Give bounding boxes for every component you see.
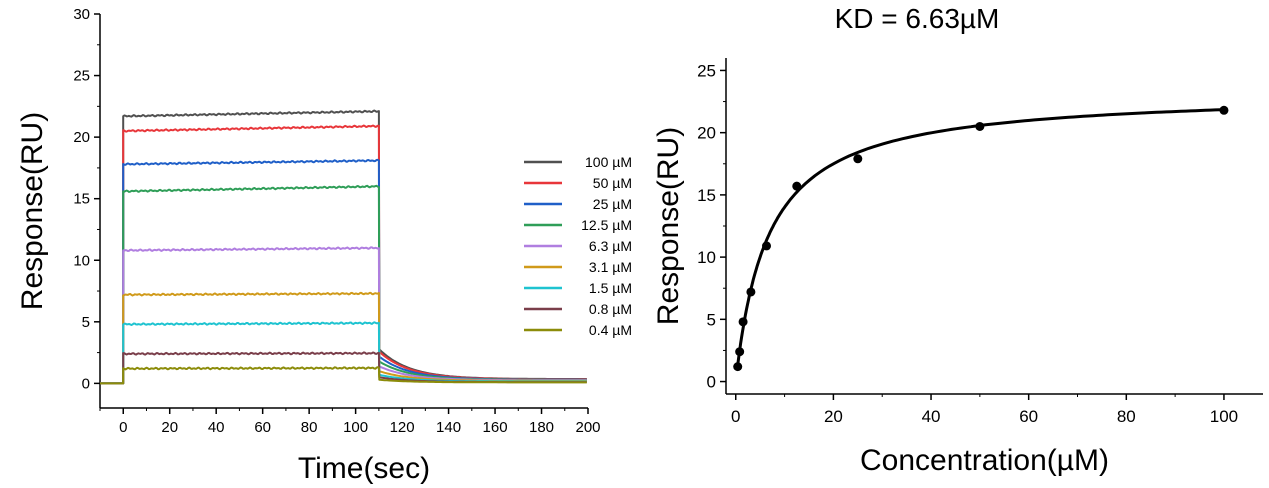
fit-curve [736,108,1221,366]
data-point-4 [762,241,772,251]
series-line-8 [100,366,587,385]
x-tick-label: 140 [436,419,461,436]
legend-label-0: 100 µM [585,154,632,170]
y-tick-label: 20 [73,129,90,146]
x-axis-label: Concentration(µM) [860,444,1109,477]
y-tick-label: 10 [697,248,716,267]
legend-label-5: 3.1 µM [589,259,632,275]
y-tick-label: 5 [82,314,90,331]
y-tick-label: 0 [82,375,90,392]
affinity-chart: KD = 6.63µM 0 5 10 15 20 25 0 20 40 60 80 100 Concent… [652,3,1263,477]
data-point-5 [792,181,802,191]
x-tick-label: 120 [390,419,415,436]
x-tick-label: 20 [824,407,843,426]
legend-label-4: 6.3 µM [589,238,632,254]
y-tick-label: 15 [697,186,716,205]
x-axis-label: Time(sec) [298,452,430,485]
y-tick-label: 15 [73,191,90,208]
x-tick-label: 20 [161,419,178,436]
series-line-0 [100,109,587,385]
series-line-2 [100,158,587,385]
y-tick-label: 10 [73,252,90,269]
y-axis-label: Response(RU) [652,127,685,325]
y-tick-label: 25 [697,61,716,80]
y-tick-label: 25 [73,68,90,85]
x-tick-label: 160 [483,419,508,436]
x-tick-label: 40 [208,419,225,436]
data-point-6 [853,154,863,164]
y-tick-label: 5 [707,310,716,329]
x-tick-label: 200 [575,419,600,436]
legend-label-3: 12.5 µM [581,217,632,233]
x-tick-label: 60 [254,419,271,436]
x-tick-label: 80 [1117,407,1136,426]
legend-label-7: 0.8 µM [589,301,632,317]
series-line-4 [100,246,587,385]
x-tick-label: 180 [529,419,554,436]
x-tick-label: 100 [343,419,368,436]
x-tick-label: 40 [922,407,941,426]
data-point-3 [746,287,756,297]
data-point-1 [735,347,745,357]
x-tick-label: 100 [1210,407,1238,426]
x-tick-label: 0 [119,419,127,436]
data-point-2 [738,317,748,327]
y-tick-label: 30 [73,6,90,23]
data-point-7 [975,121,985,131]
legend-label-1: 50 µM [593,175,632,191]
y-tick-label: 0 [707,373,716,392]
data-point-8 [1219,105,1229,115]
x-tick-label: 80 [301,419,318,436]
y-axis-label: Response(RU) [16,112,49,310]
sensorgram-chart: 0 5 10 15 20 25 30 0 20 40 60 80 100 120 140 160 180 200 T… [16,6,632,485]
legend-label-2: 25 µM [593,196,632,212]
chart-title: KD = 6.63µM [835,3,1000,34]
x-tick-label: 0 [731,407,740,426]
data-point-0 [733,362,743,372]
legend-label-6: 1.5 µM [589,280,632,296]
x-tick-label: 60 [1019,407,1038,426]
series-line-5 [100,291,587,385]
y-tick-label: 20 [697,124,716,143]
legend-label-8: 0.4 µM [589,322,632,338]
